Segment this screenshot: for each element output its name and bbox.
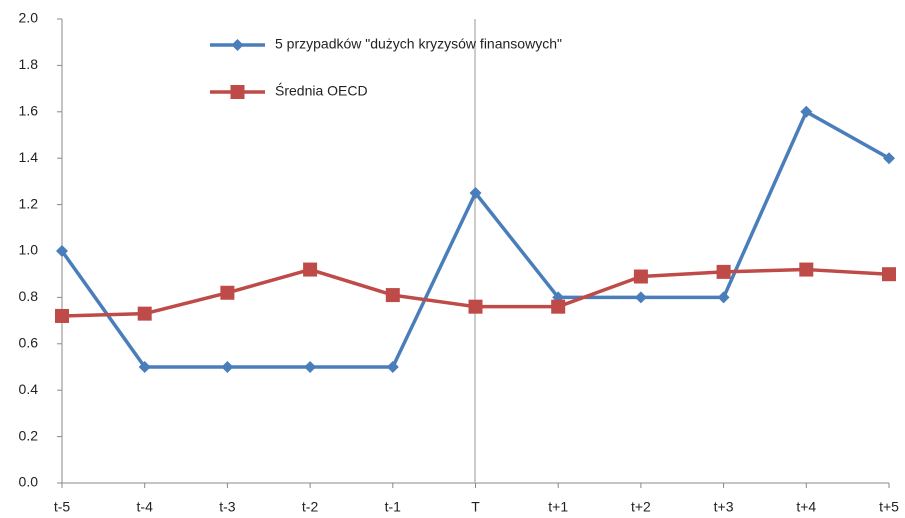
x-tick-label: t+3 [714,499,734,515]
x-tick-label: t-1 [385,499,402,515]
legend-label: 5 przypadków "dużych kryzysów finansowyc… [275,36,562,52]
x-tick-label: t+1 [548,499,568,515]
point [717,291,730,304]
x-tick-label: t+4 [796,499,816,515]
point [882,267,896,282]
y-tick-label: 1.6 [19,103,39,119]
y-tick-label: 1.0 [19,242,39,258]
y-tick-label: 0.6 [19,335,39,351]
point [385,288,400,303]
x-tick-label: t+5 [879,499,899,515]
point [468,299,483,314]
legend-marker [231,39,244,51]
point [800,105,813,118]
point [883,152,895,165]
point [303,262,318,277]
point [551,299,566,314]
x-tick-label: t-2 [302,499,319,515]
x-tick-label: t+2 [631,499,651,515]
x-tick-label: t-3 [219,499,236,515]
y-tick-label: 0.2 [19,427,39,443]
x-tick-label: t-5 [54,499,71,515]
y-tick-label: 0.8 [19,288,39,304]
point [138,361,151,373]
point [633,269,648,284]
legend-marker [230,85,245,99]
y-tick-label: 0.0 [19,474,39,490]
point [634,291,647,304]
y-tick-label: 1.2 [19,195,39,211]
point [55,308,69,323]
y-tick-label: 1.8 [19,56,39,72]
y-tick-label: 2.0 [19,10,39,26]
legend-label: Średnia OECD [275,82,368,99]
point [137,306,152,321]
point [221,361,234,373]
point [386,361,399,373]
x-tick-label: T [471,499,480,515]
point [716,264,731,279]
point [220,285,235,300]
point [799,262,814,277]
point [56,245,68,257]
point [469,187,482,199]
y-tick-label: 1.4 [19,149,39,165]
point [304,361,317,373]
y-tick-label: 0.4 [19,381,39,397]
x-tick-label: t-4 [137,499,154,515]
